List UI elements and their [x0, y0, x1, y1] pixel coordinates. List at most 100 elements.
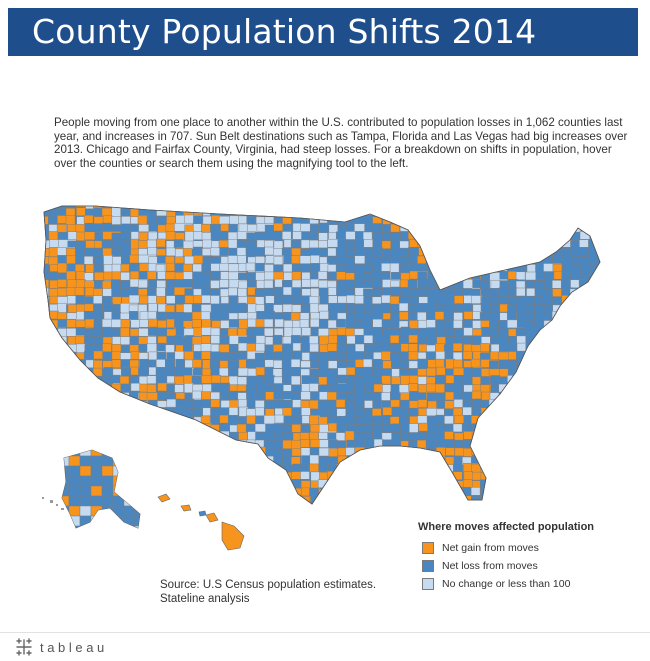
county[interactable]: [328, 224, 339, 233]
county[interactable]: [372, 487, 382, 497]
county[interactable]: [229, 487, 248, 496]
county[interactable]: [551, 280, 562, 289]
county[interactable]: [535, 448, 546, 457]
county[interactable]: [562, 505, 571, 513]
county[interactable]: [134, 455, 146, 467]
county[interactable]: [156, 456, 175, 473]
county[interactable]: [146, 423, 157, 433]
county[interactable]: [551, 352, 571, 362]
county[interactable]: [345, 400, 355, 409]
county[interactable]: [318, 488, 328, 498]
county[interactable]: [227, 496, 238, 513]
county[interactable]: [210, 366, 220, 376]
county[interactable]: [84, 318, 95, 328]
county[interactable]: [300, 496, 310, 505]
county[interactable]: [40, 406, 50, 424]
county[interactable]: [381, 502, 392, 511]
county[interactable]: [497, 408, 517, 418]
county[interactable]: [200, 415, 211, 425]
county[interactable]: [443, 423, 454, 433]
county[interactable]: [382, 248, 393, 257]
county[interactable]: [578, 448, 589, 457]
county[interactable]: [524, 255, 535, 265]
county[interactable]: [544, 431, 555, 440]
county[interactable]: [327, 207, 338, 217]
county[interactable]: [254, 296, 265, 305]
county[interactable]: [112, 495, 125, 507]
county[interactable]: [93, 376, 103, 393]
county[interactable]: [544, 328, 564, 337]
county[interactable]: [462, 256, 472, 265]
county[interactable]: [417, 432, 428, 441]
county[interactable]: [363, 367, 373, 376]
county[interactable]: [111, 431, 121, 449]
county[interactable]: [48, 359, 58, 376]
county[interactable]: [103, 271, 114, 281]
county[interactable]: [174, 479, 184, 488]
county[interactable]: [390, 344, 400, 353]
county[interactable]: [120, 439, 131, 456]
county[interactable]: [382, 496, 392, 505]
county[interactable]: [426, 455, 436, 472]
county[interactable]: [418, 456, 428, 465]
county[interactable]: [247, 318, 257, 328]
county[interactable]: [435, 256, 446, 265]
county[interactable]: [273, 463, 283, 480]
county[interactable]: [598, 471, 608, 481]
county[interactable]: [156, 199, 167, 208]
county[interactable]: [598, 503, 608, 520]
county[interactable]: [134, 446, 146, 457]
county[interactable]: [516, 448, 526, 457]
county[interactable]: [597, 440, 607, 449]
county[interactable]: [103, 351, 113, 361]
county[interactable]: [390, 286, 400, 296]
county[interactable]: [535, 247, 545, 256]
county[interactable]: [454, 239, 473, 256]
county[interactable]: [525, 471, 545, 480]
county[interactable]: [569, 407, 580, 417]
county[interactable]: [588, 471, 599, 480]
county[interactable]: [355, 495, 365, 504]
county[interactable]: [472, 503, 491, 511]
county[interactable]: [175, 208, 185, 217]
county[interactable]: [210, 335, 221, 344]
county[interactable]: [111, 216, 122, 225]
county[interactable]: [463, 206, 473, 216]
county[interactable]: [130, 486, 149, 496]
county[interactable]: [480, 415, 490, 432]
county[interactable]: [596, 263, 606, 280]
county[interactable]: [597, 487, 607, 504]
county[interactable]: [155, 416, 166, 434]
county[interactable]: [390, 239, 401, 249]
county[interactable]: [506, 446, 517, 456]
county[interactable]: [544, 415, 563, 424]
county[interactable]: [166, 424, 177, 433]
county[interactable]: [553, 454, 564, 464]
county[interactable]: [445, 248, 455, 257]
county[interactable]: [434, 311, 445, 320]
county[interactable]: [561, 383, 581, 401]
county[interactable]: [409, 207, 428, 217]
county[interactable]: [327, 351, 338, 360]
county[interactable]: [490, 224, 501, 234]
county[interactable]: [66, 375, 86, 384]
county[interactable]: [596, 406, 615, 416]
county[interactable]: [93, 264, 103, 273]
county[interactable]: [41, 432, 59, 441]
county[interactable]: [427, 232, 437, 249]
county[interactable]: [544, 374, 554, 392]
county[interactable]: [301, 278, 311, 288]
county[interactable]: [274, 318, 284, 328]
county[interactable]: [138, 376, 149, 385]
county[interactable]: [535, 335, 554, 345]
county[interactable]: [390, 312, 400, 321]
county[interactable]: [210, 215, 221, 224]
county[interactable]: [535, 343, 545, 352]
county[interactable]: [56, 200, 67, 208]
county[interactable]: [281, 295, 292, 304]
county[interactable]: [308, 231, 319, 241]
county[interactable]: [471, 390, 482, 400]
county[interactable]: [94, 392, 113, 401]
county[interactable]: [336, 216, 346, 226]
county[interactable]: [56, 423, 67, 432]
